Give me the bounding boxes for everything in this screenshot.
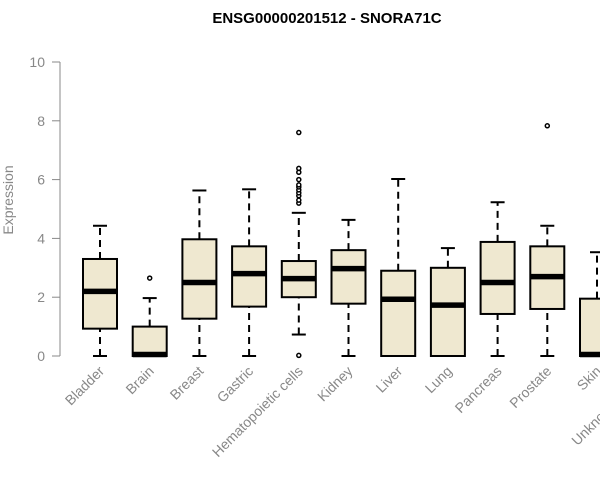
outlier-point bbox=[146, 275, 153, 281]
y-tick-label: 4 bbox=[37, 230, 45, 246]
outlier-point bbox=[296, 176, 302, 183]
boxes bbox=[82, 123, 600, 359]
y-tick-label: 10 bbox=[29, 54, 45, 70]
box-group bbox=[82, 224, 118, 357]
box bbox=[181, 238, 218, 320]
box-group bbox=[380, 178, 417, 357]
outlier-point bbox=[296, 352, 302, 359]
box-group bbox=[429, 247, 466, 357]
box-group bbox=[330, 218, 367, 357]
box bbox=[330, 249, 367, 305]
x-tick-label: Lung bbox=[422, 363, 455, 396]
box bbox=[479, 240, 516, 315]
x-tick-label: Hematopoietic cells bbox=[209, 363, 306, 460]
x-tick-label: Liver bbox=[373, 363, 406, 396]
y-axis-label: Expression bbox=[0, 165, 16, 234]
box bbox=[429, 266, 466, 357]
box-group bbox=[280, 129, 317, 359]
chart-title: ENSG00000201512 - SNORA71C bbox=[212, 10, 441, 27]
outlier-point bbox=[296, 165, 302, 172]
box bbox=[231, 245, 268, 308]
x-tick-label: Brain bbox=[122, 363, 156, 397]
box bbox=[131, 325, 168, 358]
x-tick-label: Bladder bbox=[62, 363, 108, 409]
box-group bbox=[529, 123, 566, 357]
y-tick-label: 2 bbox=[37, 289, 45, 305]
outlier-point bbox=[296, 182, 302, 188]
x-tick-label: Prostate bbox=[506, 363, 554, 411]
box-group bbox=[231, 188, 268, 357]
x-tick-label: Breast bbox=[167, 363, 207, 403]
x-tick-label: Gastric bbox=[214, 363, 257, 406]
outlier-point bbox=[296, 197, 302, 203]
x-tick-label: Pancreas bbox=[452, 363, 505, 416]
box-group bbox=[579, 251, 600, 358]
y-tick-label: 6 bbox=[37, 172, 45, 188]
outlier-point bbox=[544, 123, 551, 129]
x-tick-label: Kidney bbox=[314, 363, 356, 405]
x-tick-label: Skin bbox=[574, 363, 600, 394]
box bbox=[380, 269, 417, 357]
box bbox=[579, 297, 600, 358]
y-tick-label: 8 bbox=[37, 113, 45, 129]
box-group bbox=[131, 275, 168, 358]
box-group bbox=[479, 201, 516, 357]
y-tick-label: 0 bbox=[37, 348, 45, 364]
y-axis-ticks: 0 2 4 6 8 10 bbox=[29, 54, 60, 364]
box-group bbox=[181, 189, 218, 357]
outlier-point bbox=[296, 129, 302, 136]
